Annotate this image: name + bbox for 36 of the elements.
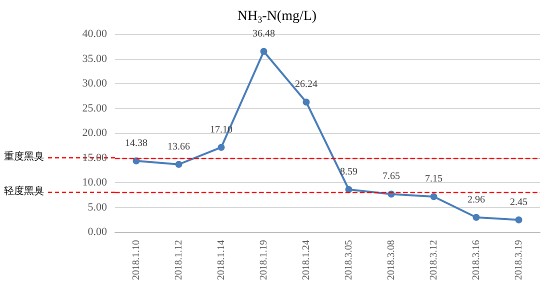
data-label: 2.96: [468, 194, 485, 206]
x-tick-label: 2018.3.19: [513, 240, 524, 280]
point: [175, 160, 182, 168]
point: [430, 193, 438, 200]
point: [515, 216, 522, 224]
y-tick-label: 25.00: [82, 102, 108, 114]
y-tick-label: 30.00: [82, 78, 108, 90]
data-label: 14.38: [125, 138, 148, 149]
y-tick-label: 40.00: [82, 28, 108, 40]
ref-line-label: 轻度黑臭: [4, 184, 44, 197]
x-tick-label: 2018.1.24: [300, 240, 312, 280]
data-label: 2.45: [510, 196, 528, 208]
y-tick-label: 0.00: [88, 226, 108, 238]
point: [260, 48, 268, 55]
data-label: 7.65: [382, 171, 400, 182]
y-tick-label: 5.00: [88, 201, 108, 214]
y-tick-label: 10.00: [82, 176, 108, 188]
x-tick-label: 2018.1.14: [216, 240, 227, 280]
y-tick-label: 35.00: [82, 52, 108, 65]
ref-line-label: 重度黑臭: [4, 150, 44, 162]
x-tick-label: 2018.3.12: [428, 240, 440, 280]
y-tick-label: 20.00: [82, 127, 108, 139]
x-tick-label: 2018.1.12: [173, 240, 184, 280]
x-tick-label: 2018.1.10: [130, 240, 142, 280]
x-tick-label: 2018.3.08: [386, 240, 397, 280]
data-label: 26.24: [295, 79, 318, 90]
data-label: 36.48: [252, 28, 275, 40]
x-tick-label: 2018.1.19: [258, 240, 270, 280]
point: [302, 98, 310, 106]
x-tick-label: 2018.3.16: [470, 240, 482, 280]
data-label: 13.66: [168, 141, 190, 152]
point: [472, 214, 480, 221]
x-tick-label: 2018.3.05: [343, 240, 354, 280]
point: [218, 144, 225, 151]
point: [345, 186, 352, 193]
data-label: 7.15: [425, 174, 442, 185]
